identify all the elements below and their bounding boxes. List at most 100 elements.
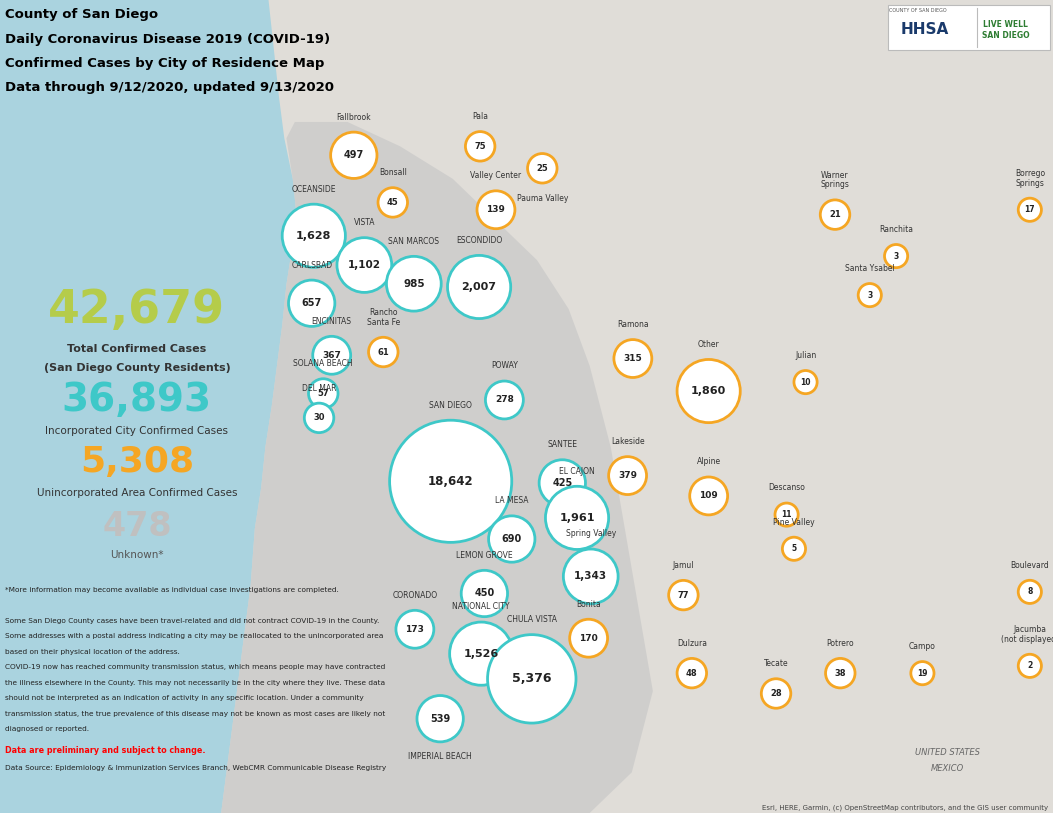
Ellipse shape (337, 237, 392, 293)
Ellipse shape (282, 204, 345, 267)
Text: Confirmed Cases by City of Residence Map: Confirmed Cases by City of Residence Map (5, 57, 324, 70)
Ellipse shape (614, 340, 652, 377)
Ellipse shape (378, 188, 408, 217)
Text: diagnosed or reported.: diagnosed or reported. (5, 726, 90, 732)
Text: ENCINITAS: ENCINITAS (312, 317, 352, 326)
Ellipse shape (794, 371, 817, 393)
Text: DEL MAR: DEL MAR (302, 384, 336, 393)
Ellipse shape (826, 659, 855, 688)
Text: CORONADO: CORONADO (393, 591, 437, 600)
Text: 21: 21 (829, 210, 841, 220)
Ellipse shape (417, 696, 463, 741)
Text: Data through 9/12/2020, updated 9/13/2020: Data through 9/12/2020, updated 9/13/202… (5, 81, 334, 94)
Text: LEMON GROVE: LEMON GROVE (456, 550, 513, 560)
Text: SAN DIEGO: SAN DIEGO (430, 401, 472, 410)
Text: 5,376: 5,376 (512, 672, 552, 685)
Text: OCEANSIDE: OCEANSIDE (292, 185, 336, 193)
Text: Warner
Springs: Warner Springs (820, 171, 850, 189)
Text: 61: 61 (377, 347, 390, 357)
Text: Borrego
Springs: Borrego Springs (1015, 169, 1045, 188)
Ellipse shape (289, 280, 335, 326)
Text: Other: Other (698, 340, 719, 349)
Text: 2,007: 2,007 (461, 282, 497, 292)
Ellipse shape (761, 679, 791, 708)
Text: Pine Valley: Pine Valley (773, 518, 815, 527)
Ellipse shape (386, 256, 441, 311)
Text: Ranchita: Ranchita (879, 225, 913, 234)
Text: CARLSBAD: CARLSBAD (291, 260, 333, 270)
Ellipse shape (477, 191, 515, 228)
Text: Esri, HERE, Garmin, (c) OpenStreetMap contributors, and the GIS user community: Esri, HERE, Garmin, (c) OpenStreetMap co… (761, 804, 1048, 811)
Text: 17: 17 (1025, 205, 1035, 215)
Text: COVID-19 now has reached community transmission status, which means people may h: COVID-19 now has reached community trans… (5, 664, 385, 670)
Text: SANTEE: SANTEE (548, 440, 577, 450)
Text: (San Diego County Residents): (San Diego County Residents) (43, 363, 231, 373)
Text: Jacumba
(not displayed): Jacumba (not displayed) (1000, 625, 1053, 644)
Text: 5: 5 (792, 544, 796, 554)
Text: 45: 45 (386, 198, 399, 207)
Ellipse shape (1018, 580, 1041, 603)
Text: Some addresses with a postal address indicating a city may be reallocated to the: Some addresses with a postal address ind… (5, 633, 383, 639)
Text: MEXICO: MEXICO (931, 763, 965, 773)
Text: should not be interpreted as an indication of activity in any specific location.: should not be interpreted as an indicati… (5, 695, 364, 701)
Ellipse shape (390, 420, 512, 542)
Text: 425: 425 (552, 478, 573, 488)
Ellipse shape (782, 537, 806, 560)
Text: 278: 278 (495, 395, 514, 405)
Text: SOLANA BEACH: SOLANA BEACH (294, 359, 353, 368)
Ellipse shape (369, 337, 398, 367)
Text: 985: 985 (403, 279, 424, 289)
Text: *More information may become available as individual case investigations are com: *More information may become available a… (5, 587, 339, 593)
Text: transmission status, the true prevalence of this disease may not be known as mos: transmission status, the true prevalence… (5, 711, 385, 716)
Text: Unincorporated Area Confirmed Cases: Unincorporated Area Confirmed Cases (37, 488, 237, 498)
Text: 19: 19 (917, 668, 928, 678)
FancyBboxPatch shape (888, 5, 1050, 50)
Text: Some San Diego County cases have been travel-related and did not contract COVID-: Some San Diego County cases have been tr… (5, 618, 380, 624)
Text: 8: 8 (1027, 587, 1033, 597)
Text: Lakeside: Lakeside (611, 437, 644, 446)
Text: Rancho
Santa Fe: Rancho Santa Fe (366, 308, 400, 327)
Text: Pala: Pala (472, 112, 489, 121)
Ellipse shape (461, 571, 508, 616)
Text: 1,526: 1,526 (463, 649, 499, 659)
Ellipse shape (570, 620, 608, 657)
Text: based on their physical location of the address.: based on their physical location of the … (5, 649, 180, 654)
Text: 3: 3 (868, 290, 872, 300)
Text: Unknown*: Unknown* (111, 550, 163, 560)
Text: Descanso: Descanso (768, 484, 806, 493)
Text: Alpine: Alpine (697, 458, 720, 467)
Text: 497: 497 (343, 150, 364, 160)
Text: 170: 170 (579, 633, 598, 643)
Text: 657: 657 (301, 298, 322, 308)
Text: ESCONDIDO: ESCONDIDO (456, 236, 502, 245)
Text: County of San Diego: County of San Diego (5, 8, 158, 21)
Polygon shape (221, 122, 653, 813)
Text: Campo: Campo (909, 642, 936, 651)
Text: Bonsall: Bonsall (379, 168, 406, 177)
Text: 18,642: 18,642 (428, 475, 474, 488)
Text: 36,893: 36,893 (62, 381, 212, 419)
Text: 77: 77 (678, 590, 689, 600)
Text: 379: 379 (618, 471, 637, 480)
Text: Bonita: Bonita (576, 600, 601, 609)
Text: Ramona: Ramona (617, 320, 649, 329)
Ellipse shape (563, 549, 618, 604)
Text: 30: 30 (314, 413, 324, 423)
Ellipse shape (489, 516, 535, 562)
Ellipse shape (450, 622, 513, 685)
Text: POWAY: POWAY (491, 362, 518, 371)
Ellipse shape (677, 659, 707, 688)
Ellipse shape (885, 245, 908, 267)
Text: 1,343: 1,343 (574, 572, 608, 581)
Text: 450: 450 (474, 589, 495, 598)
Text: 42,679: 42,679 (48, 288, 225, 333)
Text: 690: 690 (501, 534, 522, 544)
Text: 139: 139 (486, 205, 505, 215)
Ellipse shape (820, 200, 850, 229)
Ellipse shape (488, 635, 576, 723)
Ellipse shape (911, 662, 934, 685)
Text: Total Confirmed Cases: Total Confirmed Cases (67, 344, 206, 354)
Text: 109: 109 (699, 491, 718, 501)
Ellipse shape (545, 486, 609, 550)
Text: 478: 478 (102, 511, 172, 543)
